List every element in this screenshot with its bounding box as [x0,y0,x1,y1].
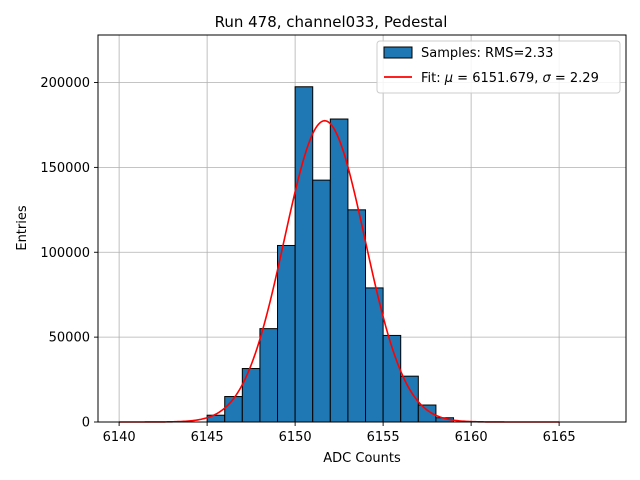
x-tick-label: 6155 [367,430,400,445]
y-tick-label: 50000 [49,331,90,346]
histogram-bar [224,396,243,423]
fit-label-prefix: Fit: [421,71,445,86]
legend-swatch-samples [383,46,413,59]
y-tick-label: 150000 [40,161,90,176]
x-tick-label: 6165 [543,430,576,445]
histogram-bars [206,86,455,423]
x-axis-label: ADC Counts [323,451,401,466]
histogram-bar [241,368,261,423]
histogram-bar [294,86,314,423]
histogram-bar [277,244,296,423]
fit-label-mu-value: = 6151.679, [453,71,542,86]
fit-label-sigma-symbol: σ [543,71,552,86]
x-tick-label: 6150 [279,430,312,445]
x-tick-label: 6145 [191,430,224,445]
y-tick-label: 0 [82,416,90,431]
legend-label-samples: Samples: RMS=2.33 [421,46,553,61]
axis-ticks: 6140 6145 6150 6155 6160 6165 0 50000 100000 1500… [40,76,575,445]
y-axis-label: Entries [15,205,30,251]
histogram-bar [312,179,331,423]
y-tick-label: 200000 [40,76,90,91]
chart-title: Run 478, channel033, Pedestal [215,13,448,31]
fit-label-sigma-value: = 2.29 [551,71,599,86]
x-tick-label: 6160 [455,430,488,445]
fit-label-mu-symbol: μ [444,71,453,86]
y-tick-label: 100000 [40,246,90,261]
plot-frame [97,34,627,423]
legend-frame [376,40,621,94]
histogram-bar [347,209,367,423]
legend: Samples: RMS=2.33 Fit: μ = 6151.679, σ =… [376,40,621,94]
histogram-bar [259,328,279,423]
histogram-bar [329,118,349,423]
x-tick-label: 6140 [103,430,136,445]
legend-label-fit: Fit: μ = 6151.679, σ = 2.29 [421,71,599,86]
